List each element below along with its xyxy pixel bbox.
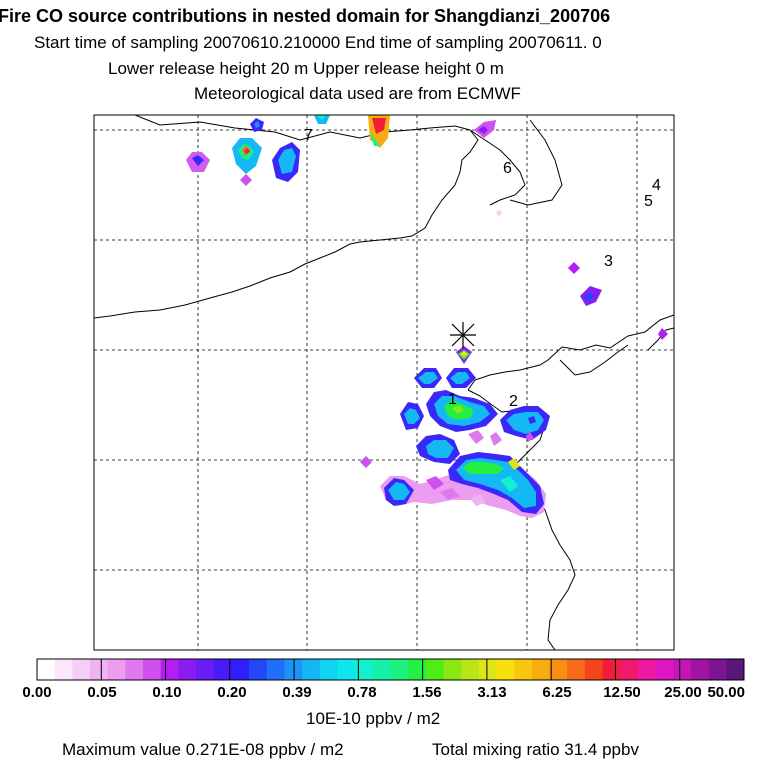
colorbar-segment: [107, 659, 126, 680]
colorbar-segment: [213, 659, 232, 680]
cb-tick-5: 0.78: [347, 684, 377, 701]
colorbar-units: 10E-10 ppbv / m2: [306, 709, 441, 728]
lat-lon-grid: [94, 115, 674, 650]
cb-tick-8: 6.25: [542, 684, 572, 701]
site-label-1: 1: [448, 391, 457, 408]
receptor-site-marker: [450, 322, 476, 348]
cb-tick-11: 50.00: [707, 684, 746, 701]
colorbar-segment: [708, 659, 727, 680]
cb-tick-9: 12.50: [603, 684, 641, 701]
colorbar-segment: [178, 659, 197, 680]
cb-tick-10: 25.00: [664, 684, 702, 701]
colorbar-segment: [496, 659, 515, 680]
colorbar-segment: [690, 659, 710, 680]
cb-tick-2: 0.10: [152, 684, 182, 701]
colorbar-segment: [390, 659, 409, 680]
colorbar-segment: [425, 659, 444, 680]
colorbar-segment: [160, 659, 179, 680]
colorbar-segment: [90, 659, 109, 680]
release-height-line: Lower release height 20 m Upper release …: [108, 59, 504, 78]
contribution-patches: [186, 115, 668, 518]
coastline: [94, 115, 674, 650]
colorbar-segment: [37, 659, 56, 680]
colorbar-segment: [655, 659, 674, 680]
maximum-value: Maximum value 0.271E-08 ppbv / m2: [62, 740, 344, 759]
site-label-5: 5: [644, 193, 653, 210]
colorbar-segment: [231, 659, 250, 680]
site-label-3: 3: [604, 253, 613, 270]
colorbar-segment: [284, 659, 303, 680]
colorbar-segment: [143, 659, 162, 680]
colorbar-segment: [125, 659, 144, 680]
colorbar-segment: [514, 659, 533, 680]
colorbar-segment: [319, 659, 338, 680]
colorbar-segment: [567, 659, 586, 680]
colorbar-segment: [461, 659, 480, 680]
colorbar-frame: [36, 658, 745, 681]
colorbar-segment: [355, 659, 374, 680]
colorbar-segment: [302, 659, 321, 680]
colorbar-segment: [602, 659, 621, 680]
colorbar-segment: [478, 659, 497, 680]
colorbar-segment: [637, 659, 657, 680]
colorbar-segment: [72, 659, 91, 680]
colorbar-segment: [584, 659, 603, 680]
plot-title: Fire CO source contributions in nested d…: [0, 6, 611, 26]
cb-tick-6: 1.56: [412, 684, 442, 701]
site-label-6: 6: [503, 160, 512, 177]
site-label-2: 2: [509, 393, 518, 410]
cb-tick-1: 0.05: [87, 684, 117, 701]
colorbar-segment: [531, 659, 550, 680]
site-label-4: 4: [652, 177, 661, 194]
cb-tick-0: 0.00: [22, 684, 52, 701]
map-frame: [93, 114, 675, 651]
colorbar: [36, 658, 745, 681]
colorbar-segment: [249, 659, 268, 680]
colorbar-segment: [372, 659, 391, 680]
cb-tick-4: 0.39: [282, 684, 312, 701]
cb-tick-7: 3.13: [477, 684, 507, 701]
colorbar-segment: [620, 659, 639, 680]
colorbar-segment: [549, 659, 568, 680]
sampling-time-line: Start time of sampling 20070610.210000 E…: [34, 33, 602, 52]
cb-tick-3: 0.20: [217, 684, 247, 701]
colorbar-segment: [408, 659, 427, 680]
colorbar-segment: [266, 659, 285, 680]
colorbar-segment: [443, 659, 462, 680]
met-data-line: Meteorological data used are from ECMWF: [194, 84, 521, 103]
colorbar-segment: [196, 659, 215, 680]
colorbar-segment: [673, 659, 692, 680]
colorbar-segment: [337, 659, 356, 680]
total-mixing-ratio: Total mixing ratio 31.4 ppbv: [432, 740, 639, 759]
colorbar-segment: [726, 659, 745, 680]
colorbar-segment: [54, 659, 73, 680]
site-label-7: 7: [304, 127, 313, 144]
